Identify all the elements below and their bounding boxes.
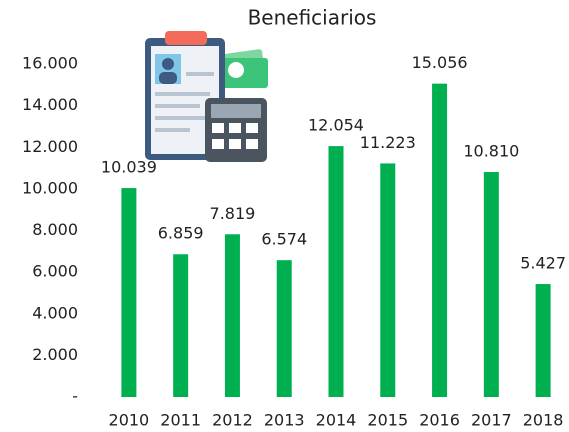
value-label: 6.574 <box>261 230 307 249</box>
x-tick-label: 2012 <box>212 411 253 430</box>
x-tick-label: 2015 <box>367 411 408 430</box>
bar <box>277 260 292 397</box>
value-label: 10.039 <box>101 158 157 177</box>
chart: Beneficiarios - 2.000 4.000 6.000 8.000 10.00… <box>0 0 569 432</box>
bar <box>173 254 188 397</box>
y-tick-label: 10.000 <box>22 178 78 197</box>
y-tick-label: 4.000 <box>32 303 78 322</box>
value-label: 11.223 <box>360 133 416 152</box>
y-tick-label: 12.000 <box>22 137 78 156</box>
y-tick-label: 2.000 <box>32 345 78 364</box>
bar <box>121 188 136 397</box>
y-tick-label: 14.000 <box>22 95 78 114</box>
icon <box>145 31 268 162</box>
bar <box>484 172 499 397</box>
bar <box>380 163 395 397</box>
value-label: 15.056 <box>412 53 468 72</box>
x-tick-label: 2011 <box>160 411 201 430</box>
x-tick-label: 2018 <box>523 411 564 430</box>
bar <box>329 146 344 397</box>
value-label: 10.810 <box>463 142 519 161</box>
value-label: 12.054 <box>308 116 364 135</box>
x-tick-label: 2014 <box>316 411 357 430</box>
x-tick-label: 2016 <box>419 411 460 430</box>
x-tick-label: 2010 <box>109 411 150 430</box>
x-tick-label: 2013 <box>264 411 305 430</box>
chart-title: Beneficiarios <box>248 6 377 30</box>
value-label: 6.859 <box>158 224 204 243</box>
y-tick-label: 6.000 <box>32 262 78 281</box>
bar <box>536 284 551 397</box>
bar <box>432 84 447 397</box>
value-label: 5.427 <box>520 254 566 273</box>
y-tick-label: 8.000 <box>32 220 78 239</box>
value-label: 7.819 <box>210 204 256 223</box>
bar <box>225 234 240 397</box>
y-tick-label: 16.000 <box>22 54 78 73</box>
y-tick-label: - <box>72 387 78 406</box>
x-tick-label: 2017 <box>471 411 512 430</box>
